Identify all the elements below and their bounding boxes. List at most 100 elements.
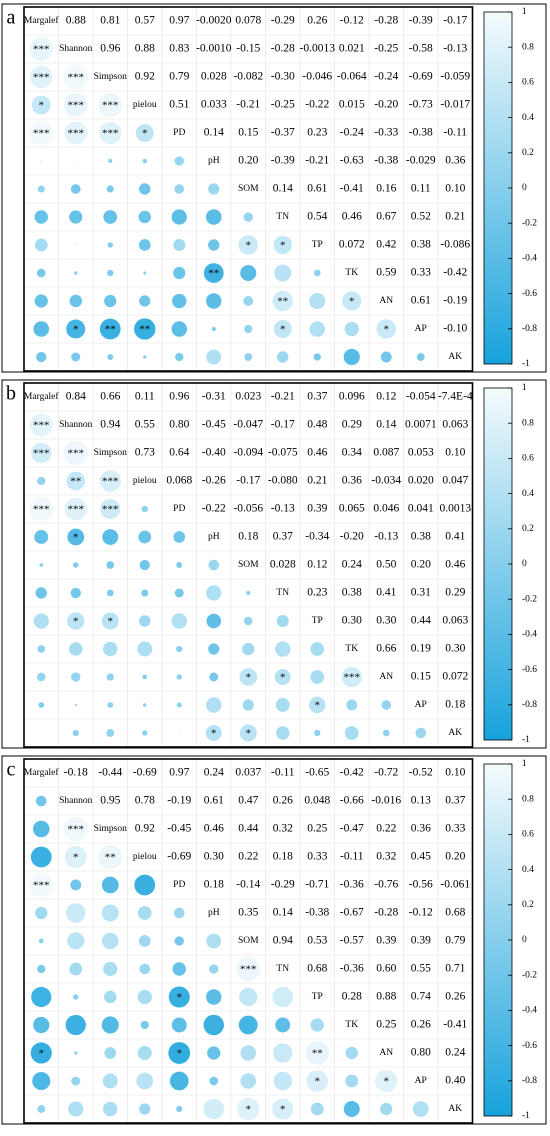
correlation-circle — [36, 268, 46, 278]
correlation-circle — [176, 674, 182, 680]
correlation-label: -0.20 — [340, 531, 364, 543]
correlation-label: -0.45 — [167, 823, 191, 835]
correlation-label: -0.36 — [340, 879, 364, 891]
colorbar-tick-label: 1 — [522, 383, 527, 393]
correlation-circle — [138, 935, 151, 947]
correlation-circle — [346, 699, 358, 711]
correlation-label: 0.14 — [273, 907, 293, 919]
variable-label: SOM — [238, 936, 259, 946]
correlation-label: 0.10 — [445, 767, 465, 779]
correlation-label: 0.021 — [339, 43, 365, 55]
correlation-circle — [243, 616, 253, 626]
correlation-label: -0.11 — [340, 851, 364, 863]
correlation-label: 0.83 — [169, 43, 189, 55]
variable-label: pielou — [133, 852, 157, 862]
correlation-circle — [137, 1045, 152, 1061]
correlation-circle — [39, 563, 44, 567]
correlation-circle — [71, 672, 81, 682]
correlation-circle — [69, 962, 83, 976]
variable-label: AN — [379, 672, 393, 682]
correlation-label: 0.88 — [376, 991, 396, 1003]
correlation-label: -0.38 — [374, 155, 398, 167]
correlation-circle — [206, 697, 222, 713]
variable-label: pH — [208, 156, 220, 166]
significance-stars: ** — [208, 268, 219, 280]
correlation-label: 0.53 — [307, 935, 327, 947]
correlation-circle — [209, 672, 219, 682]
correlation-circle — [29, 413, 53, 437]
variable-label: AK — [448, 728, 462, 738]
correlation-circle — [31, 442, 52, 464]
variable-label: TP — [312, 240, 323, 250]
correlation-circle — [34, 210, 48, 224]
significance-stars: * — [108, 616, 114, 628]
colorbar-tick-label: -0.8 — [522, 324, 537, 334]
significance-stars: ** — [70, 476, 81, 488]
correlation-label: -0.082 — [233, 71, 263, 83]
correlation-label: 0.037 — [235, 767, 261, 779]
correlation-circle — [173, 266, 186, 280]
correlation-label: 0.42 — [376, 239, 396, 251]
correlation-label: -0.30 — [271, 71, 295, 83]
correlation-circle — [64, 845, 87, 869]
correlation-label: -0.017 — [440, 99, 470, 111]
correlation-circle — [73, 562, 79, 568]
significance-stars: * — [142, 128, 148, 140]
correlation-label: 0.44 — [238, 823, 258, 835]
correlation-label: 0.063 — [442, 615, 468, 627]
significance-stars: *** — [68, 824, 85, 836]
correlation-circle — [375, 1069, 398, 1093]
correlation-label: 0.81 — [100, 15, 120, 27]
correlation-label: 0.97 — [169, 767, 189, 779]
correlation-circle — [67, 932, 85, 950]
colorbar-tick-label: -0.2 — [522, 594, 537, 604]
correlation-label: -0.29 — [271, 879, 295, 891]
significance-stars: *** — [344, 672, 361, 684]
correlation-circle — [75, 160, 77, 162]
correlation-circle — [376, 319, 397, 339]
correlation-label: 0.32 — [273, 823, 293, 835]
correlation-label: 0.24 — [204, 767, 224, 779]
correlation-circle — [208, 559, 220, 571]
correlation-circle — [208, 183, 220, 195]
colorbar-tick-label: -0.8 — [522, 1076, 537, 1086]
correlation-circle — [309, 321, 325, 337]
correlation-circle — [206, 933, 222, 949]
correlation-label: -0.075 — [268, 447, 298, 459]
correlation-label: -0.44 — [98, 767, 122, 779]
correlation-circle — [107, 353, 114, 361]
correlation-circle — [106, 673, 114, 681]
correlation-circle — [273, 1071, 293, 1091]
correlation-label: -0.73 — [409, 99, 433, 111]
correlation-label: 0.21 — [445, 211, 465, 223]
correlation-circle — [31, 95, 51, 115]
correlation-circle — [107, 269, 114, 277]
variable-label: Simpson — [94, 824, 128, 834]
correlation-circle — [108, 158, 113, 164]
variable-label: Margalef — [24, 391, 59, 402]
significance-stars: * — [177, 1048, 183, 1060]
correlation-circle — [143, 271, 147, 275]
correlation-label: -0.056 — [233, 503, 263, 515]
correlation-label: 0.50 — [376, 559, 396, 571]
correlation-label: -0.25 — [374, 43, 398, 55]
variable-label: AK — [448, 352, 462, 362]
correlation-label: 0.88 — [135, 43, 155, 55]
correlation-circle — [211, 326, 216, 332]
correlation-label: 0.14 — [273, 183, 293, 195]
significance-stars: * — [280, 324, 286, 336]
correlation-circle — [37, 964, 46, 974]
variable-label: pielou — [133, 476, 157, 486]
correlation-circle — [380, 1102, 393, 1116]
correlation-label: 0.033 — [201, 99, 227, 111]
correlation-circle — [237, 1097, 260, 1121]
variable-label: Shannon — [59, 44, 93, 54]
correlation-label: -0.20 — [374, 99, 398, 111]
panel-frame — [1, 3, 547, 373]
correlation-label: 0.078 — [235, 15, 261, 27]
variable-label: pielou — [133, 100, 157, 110]
variable-label: SOM — [238, 560, 259, 570]
correlation-label: 0.14 — [204, 127, 224, 139]
correlation-circle — [134, 318, 156, 340]
correlation-label: -0.28 — [271, 43, 295, 55]
